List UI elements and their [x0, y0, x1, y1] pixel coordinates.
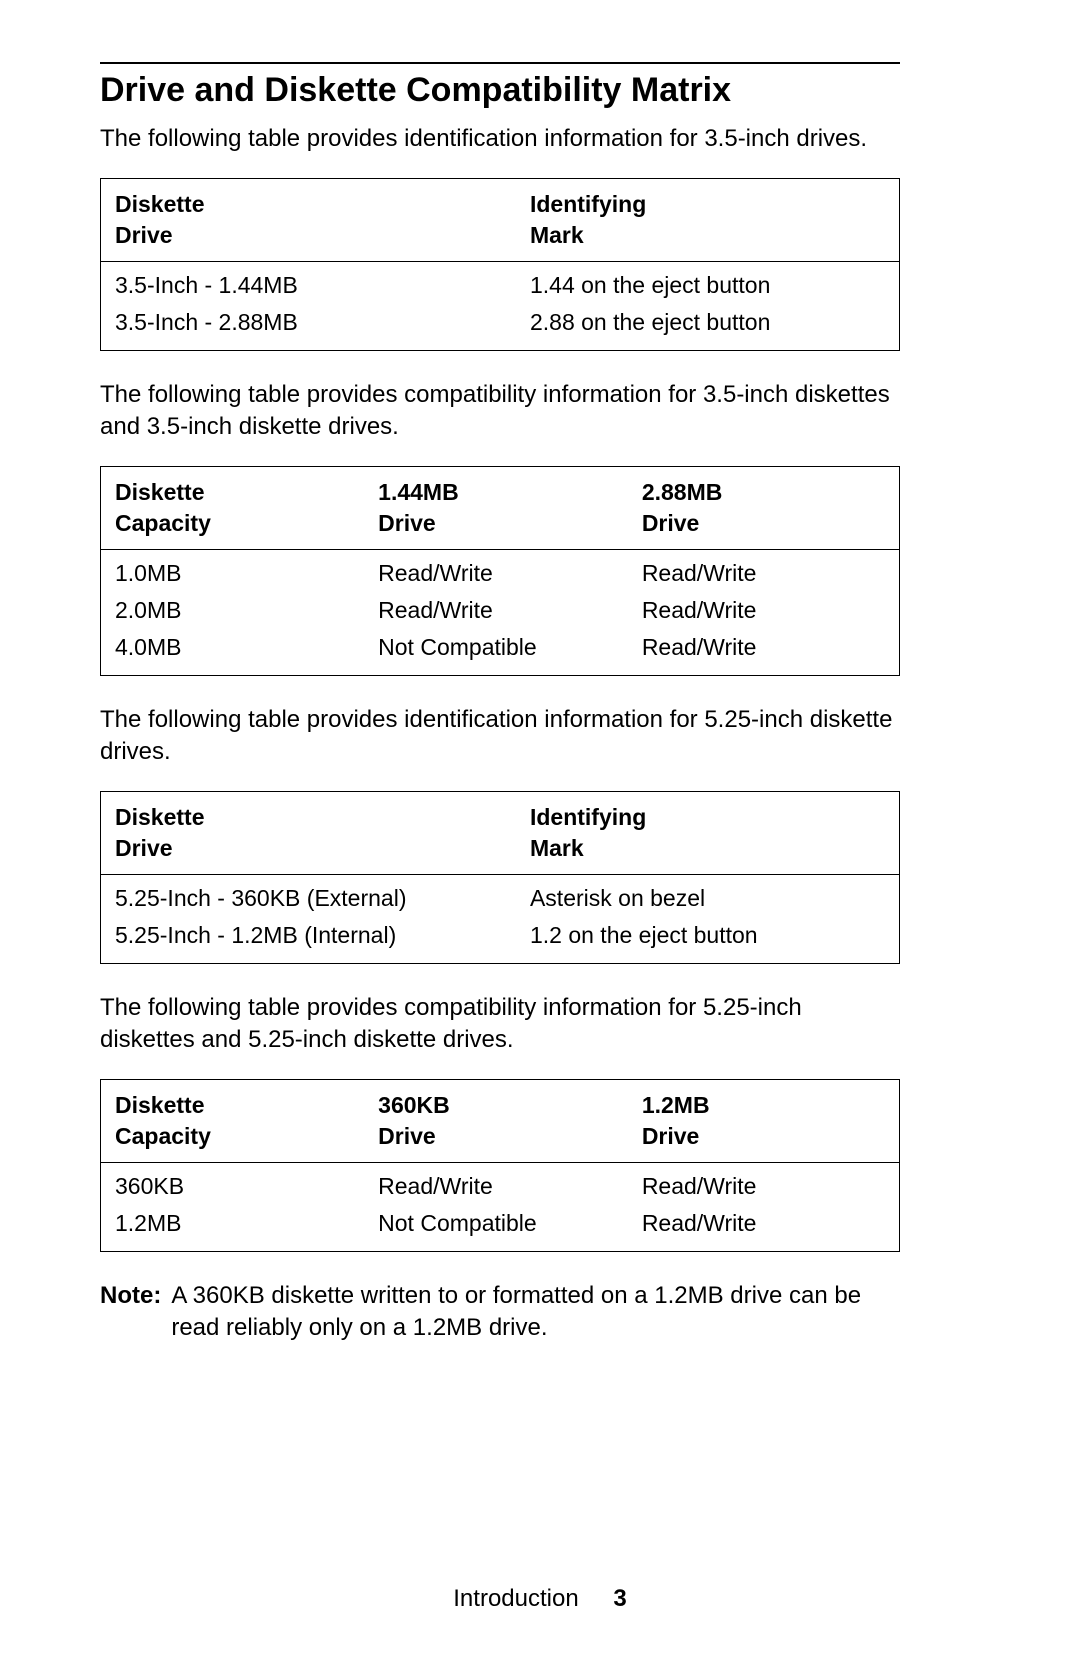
col-360-drive: 360KB Drive	[364, 1079, 628, 1162]
table-header-row: Diskette Capacity 1.44MB Drive 2.88MB Dr…	[101, 466, 900, 549]
table-row: 3.5-Inch - 2.88MB 2.88 on the eject butt…	[101, 304, 900, 351]
table-525-id: Diskette Drive Identifying Mark 5.25-Inc…	[100, 791, 900, 964]
cell: 2.88 on the eject button	[516, 304, 900, 351]
col-identifying-mark: Identifying Mark	[516, 791, 900, 874]
header-line: Drive	[378, 510, 436, 536]
col-diskette-capacity: Diskette Capacity	[101, 1079, 365, 1162]
table-35-compat: Diskette Capacity 1.44MB Drive 2.88MB Dr…	[100, 466, 900, 676]
col-identifying-mark: Identifying Mark	[516, 178, 900, 261]
header-line: Diskette	[115, 1092, 204, 1118]
intro-text-1: The following table provides identificat…	[100, 123, 900, 155]
table-35-id: Diskette Drive Identifying Mark 3.5-Inch…	[100, 178, 900, 351]
table-row: 2.0MB Read/Write Read/Write	[101, 592, 900, 629]
table-row: 5.25-Inch - 1.2MB (Internal) 1.2 on the …	[101, 917, 900, 964]
intro-text-2: The following table provides compatibili…	[100, 379, 900, 444]
cell: 1.44 on the eject button	[516, 261, 900, 304]
cell: 5.25-Inch - 360KB (External)	[101, 874, 516, 917]
cell: 360KB	[101, 1162, 365, 1205]
header-line: Mark	[530, 222, 584, 248]
header-line: Capacity	[115, 1123, 211, 1149]
page-footer: Introduction 3	[0, 1585, 1080, 1613]
col-288-drive: 2.88MB Drive	[628, 466, 900, 549]
header-line: Identifying	[530, 191, 646, 217]
cell: Not Compatible	[364, 1205, 628, 1252]
cell: 1.2MB	[101, 1205, 365, 1252]
header-line: Drive	[378, 1123, 436, 1149]
col-diskette-capacity: Diskette Capacity	[101, 466, 365, 549]
header-line: 360KB	[378, 1092, 450, 1118]
intro-text-4: The following table provides compatibili…	[100, 992, 900, 1057]
header-line: 1.44MB	[378, 479, 459, 505]
note-label: Note:	[100, 1280, 171, 1345]
cell: Read/Write	[628, 592, 900, 629]
cell: 5.25-Inch - 1.2MB (Internal)	[101, 917, 516, 964]
heading-rule	[100, 62, 900, 64]
cell: Read/Write	[364, 1162, 628, 1205]
table-row: 3.5-Inch - 1.44MB 1.44 on the eject butt…	[101, 261, 900, 304]
cell: Asterisk on bezel	[516, 874, 900, 917]
table-row: 4.0MB Not Compatible Read/Write	[101, 629, 900, 676]
header-line: Mark	[530, 835, 584, 861]
cell: 2.0MB	[101, 592, 365, 629]
cell: 3.5-Inch - 1.44MB	[101, 261, 516, 304]
cell: Read/Write	[628, 549, 900, 592]
header-line: Identifying	[530, 804, 646, 830]
footer-page-number: 3	[613, 1585, 626, 1612]
header-line: Drive	[115, 835, 173, 861]
cell: Read/Write	[628, 1205, 900, 1252]
note-block: Note: A 360KB diskette written to or for…	[100, 1280, 900, 1345]
header-line: 2.88MB	[642, 479, 723, 505]
header-line: Diskette	[115, 191, 204, 217]
table-row: 1.2MB Not Compatible Read/Write	[101, 1205, 900, 1252]
table-header-row: Diskette Capacity 360KB Drive 1.2MB Driv…	[101, 1079, 900, 1162]
header-line: Diskette	[115, 479, 204, 505]
page-heading: Drive and Diskette Compatibility Matrix	[100, 72, 980, 109]
page-container: Drive and Diskette Compatibility Matrix …	[0, 0, 1080, 1669]
col-diskette-drive: Diskette Drive	[101, 178, 516, 261]
header-line: Capacity	[115, 510, 211, 536]
cell: Read/Write	[628, 629, 900, 676]
header-line: Diskette	[115, 804, 204, 830]
cell: Read/Write	[364, 549, 628, 592]
cell: Read/Write	[364, 592, 628, 629]
footer-section: Introduction	[453, 1585, 578, 1612]
header-line: Drive	[115, 222, 173, 248]
cell: 1.0MB	[101, 549, 365, 592]
col-diskette-drive: Diskette Drive	[101, 791, 516, 874]
table-525-compat: Diskette Capacity 360KB Drive 1.2MB Driv…	[100, 1079, 900, 1252]
col-144-drive: 1.44MB Drive	[364, 466, 628, 549]
note-text: A 360KB diskette written to or formatted…	[171, 1280, 900, 1345]
cell: 3.5-Inch - 2.88MB	[101, 304, 516, 351]
cell: Read/Write	[628, 1162, 900, 1205]
col-12-drive: 1.2MB Drive	[628, 1079, 900, 1162]
header-line: Drive	[642, 510, 700, 536]
cell: Not Compatible	[364, 629, 628, 676]
table-row: 1.0MB Read/Write Read/Write	[101, 549, 900, 592]
table-header-row: Diskette Drive Identifying Mark	[101, 791, 900, 874]
table-row: 5.25-Inch - 360KB (External) Asterisk on…	[101, 874, 900, 917]
header-line: 1.2MB	[642, 1092, 710, 1118]
table-row: 360KB Read/Write Read/Write	[101, 1162, 900, 1205]
cell: 4.0MB	[101, 629, 365, 676]
intro-text-3: The following table provides identificat…	[100, 704, 900, 769]
header-line: Drive	[642, 1123, 700, 1149]
cell: 1.2 on the eject button	[516, 917, 900, 964]
table-header-row: Diskette Drive Identifying Mark	[101, 178, 900, 261]
